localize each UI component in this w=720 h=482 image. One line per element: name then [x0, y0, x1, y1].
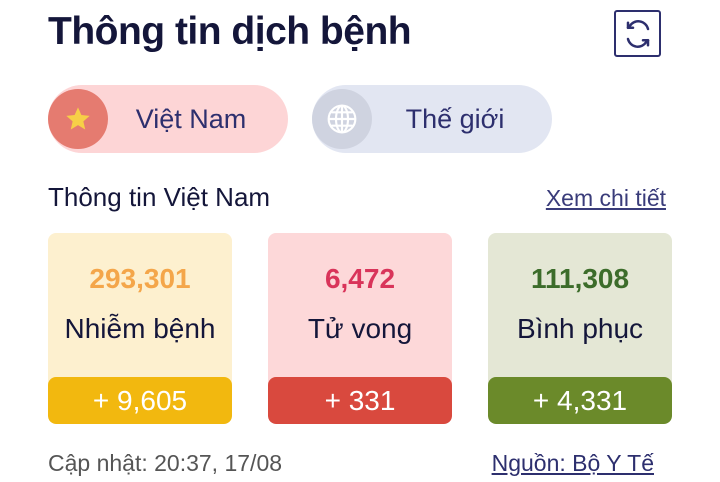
tab-vietnam[interactable]: Việt Nam — [48, 85, 288, 153]
stat-delta: + 4,331 — [488, 377, 672, 424]
view-details-link[interactable]: Xem chi tiết — [545, 185, 666, 211]
tab-world[interactable]: Thế giới — [312, 85, 552, 153]
last-updated: Cập nhật: 20:37, 17/08 — [48, 450, 283, 476]
stat-card-deaths: 6,472 Tử vong + 331 — [268, 233, 452, 424]
tab-label: Thế giới — [405, 103, 505, 134]
section-title: Thông tin Việt Nam — [48, 182, 271, 212]
tab-label: Việt Nam — [135, 103, 247, 134]
stat-label: Bình phục — [516, 313, 644, 344]
stat-label: Tử vong — [307, 313, 413, 344]
stat-value: 111,308 — [530, 263, 630, 294]
globe-icon — [327, 104, 357, 134]
stat-value: 293,301 — [89, 263, 191, 294]
refresh-icon — [626, 19, 649, 48]
stat-delta: + 331 — [268, 377, 452, 424]
flag-circle — [48, 89, 108, 149]
page-title: Thông tin dịch bệnh — [48, 10, 412, 53]
stat-delta: + 9,605 — [48, 377, 232, 424]
star-icon — [66, 107, 90, 130]
stat-card-recovered: 111,308 Bình phục + 4,331 — [488, 233, 672, 424]
refresh-button[interactable] — [614, 10, 661, 57]
stat-label: Nhiễm bệnh — [64, 313, 216, 344]
stat-card-infected: 293,301 Nhiễm bệnh + 9,605 — [48, 233, 232, 424]
globe-circle — [312, 89, 372, 149]
source-link[interactable]: Nguồn: Bộ Y Tế — [491, 450, 654, 476]
stat-value: 6,472 — [324, 263, 396, 294]
